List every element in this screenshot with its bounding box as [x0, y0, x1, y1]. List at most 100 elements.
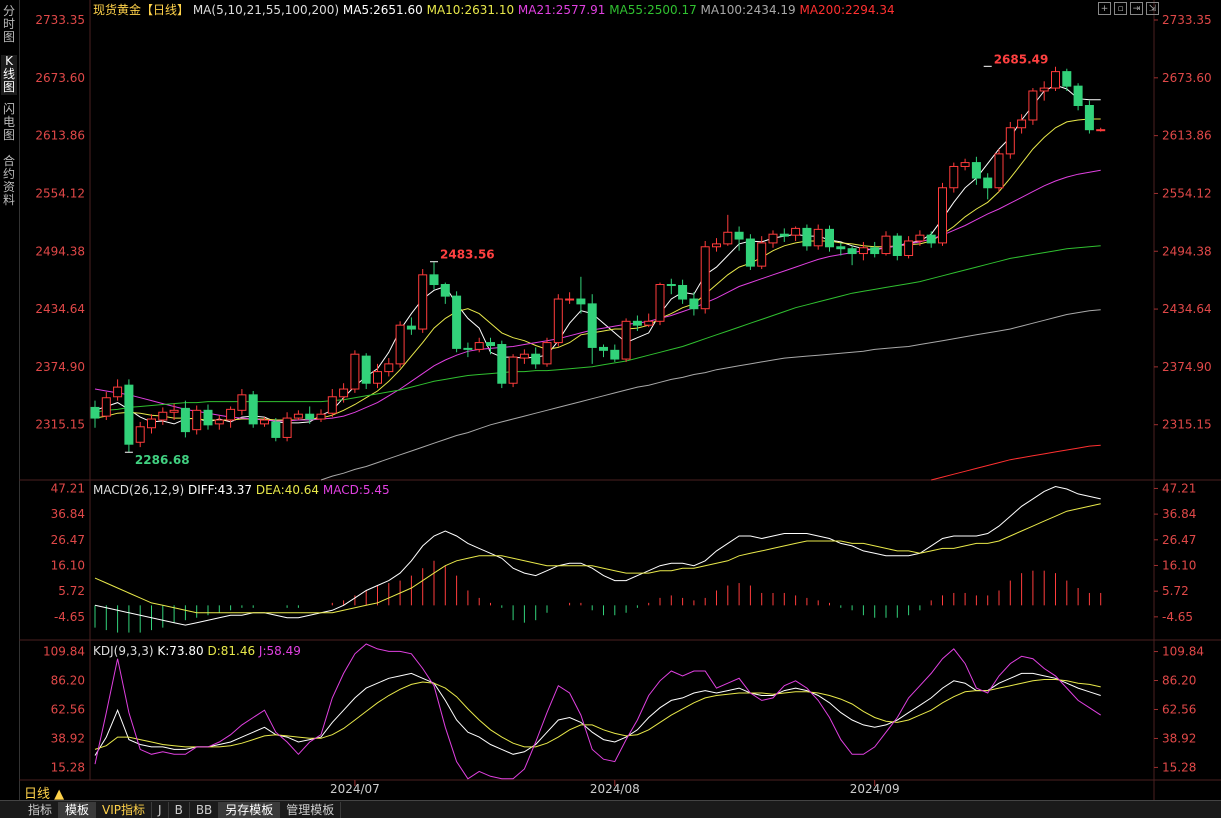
- candle-body: [847, 248, 857, 255]
- chart-area[interactable]: 2685.49 2483.56 2286.68 2733.35 2733.35 2673…: [19, 0, 1221, 800]
- macd-line-dea: [94, 503, 1101, 614]
- candle-body: [497, 344, 507, 384]
- y-tick-label-left: 38.92: [51, 731, 85, 745]
- candle-body: [938, 187, 947, 244]
- candle-body: [949, 165, 959, 189]
- y-tick-label-left: 36.84: [51, 507, 85, 521]
- y-tick-label-left: -4.65: [54, 610, 85, 624]
- candle-body: [892, 235, 902, 256]
- candle-body: [779, 233, 789, 237]
- tab-flash[interactable]: 闪电图: [2, 102, 15, 142]
- y-tick-label-right: 47.21: [1162, 481, 1196, 495]
- candle-body: [531, 353, 541, 365]
- candle-body: [203, 409, 213, 426]
- b-tab[interactable]: B: [169, 801, 190, 818]
- candle-body: [791, 227, 801, 236]
- crosshair-icon[interactable]: +: [1098, 2, 1111, 15]
- candle-body: [1005, 127, 1015, 155]
- candle-body: [576, 298, 586, 305]
- candle-body: [135, 426, 145, 443]
- candle-body: [192, 409, 202, 431]
- header-value: DIFF:43.37: [188, 483, 256, 497]
- y-tick-label-left: 86.20: [51, 674, 85, 688]
- candle-body: [316, 413, 326, 420]
- fit-icon[interactable]: ▫: [1114, 2, 1127, 15]
- y-tick-label-right: 2315.15: [1162, 418, 1212, 432]
- main-header: 现货黄金【日线】 MA(5,10,21,55,100,200) MA5:2651…: [93, 2, 895, 17]
- kdj-line-k: [94, 672, 1101, 756]
- candle-body: [486, 342, 495, 346]
- ma-line-ma55: [94, 245, 1101, 413]
- candle-body: [124, 384, 134, 445]
- template-tab[interactable]: 模板: [59, 801, 97, 818]
- ma-line-ma5: [94, 84, 1101, 425]
- header-value: MA100:2434.19: [701, 3, 800, 17]
- candle-body: [147, 418, 156, 429]
- header-value: K:73.80: [157, 644, 207, 658]
- candle-body: [237, 394, 247, 411]
- candle-body: [406, 325, 416, 330]
- candle-body: [327, 396, 337, 414]
- x-tick-label: 2024/09: [850, 782, 900, 796]
- candle-body: [519, 353, 529, 359]
- tab-timeshare[interactable]: 分时图: [2, 4, 15, 44]
- candle-body: [1051, 71, 1060, 89]
- y-tick-label-left: 2673.60: [35, 71, 85, 85]
- manage-template-tab[interactable]: 管理模板: [280, 801, 342, 818]
- header-value: MA200:2294.34: [799, 3, 894, 17]
- macd-line-diff: [94, 485, 1101, 626]
- y-tick-label-right: 5.72: [1162, 584, 1189, 598]
- candle-body: [169, 409, 179, 413]
- candle-body: [305, 413, 315, 420]
- candle-body: [644, 320, 654, 326]
- header-value: MA21:2577.91: [518, 3, 609, 17]
- y-tick-label-right: 2733.35: [1162, 13, 1212, 27]
- candle-body: [960, 162, 970, 167]
- candle-body: [632, 320, 642, 326]
- y-tick-label-right: 2613.86: [1162, 129, 1212, 143]
- candle-body: [395, 324, 405, 365]
- candle-body: [361, 355, 371, 384]
- extreme-label: 2286.68: [135, 453, 190, 467]
- ma-line-ma10: [94, 118, 1101, 421]
- candle-body: [214, 419, 224, 425]
- candle-body: [734, 231, 744, 240]
- y-tick-label-left: 5.72: [58, 584, 85, 598]
- candle-body: [587, 303, 597, 348]
- candle-body: [101, 397, 111, 417]
- vip-indicator-tab[interactable]: VIP指标: [96, 801, 153, 818]
- expand-icon[interactable]: ⇲: [1146, 2, 1159, 15]
- j-tab[interactable]: J: [152, 801, 169, 818]
- candle-body: [621, 320, 631, 360]
- y-tick-label-right: 62.56: [1162, 702, 1196, 716]
- candle-body: [881, 235, 891, 255]
- candle-body: [339, 388, 349, 398]
- side-nav: 分时图 K线图 闪电图 合约资料: [0, 0, 20, 800]
- y-tick-label-left: 2315.15: [35, 418, 85, 432]
- header-value: J:58.49: [258, 644, 301, 658]
- candle-body: [599, 346, 608, 351]
- candle-body: [700, 246, 710, 310]
- y-tick-label-left: 47.21: [51, 481, 85, 495]
- bottom-toolbar: 指标 模板 VIP指标 J B BB 另存模板 管理模板: [0, 800, 1221, 818]
- candle-body: [1096, 129, 1106, 132]
- tab-kline[interactable]: K线图: [1, 54, 17, 95]
- header-value: MA55:2500.17: [609, 3, 700, 17]
- candle-body: [1073, 85, 1083, 106]
- candle-body: [983, 177, 993, 189]
- export-icon[interactable]: ⇥: [1130, 2, 1143, 15]
- header-title: KDJ(9,3,3): [93, 644, 157, 658]
- header-value: MA10:2631.10: [427, 3, 518, 17]
- y-tick-label-left: 26.47: [51, 533, 85, 547]
- save-template-tab[interactable]: 另存模板: [219, 801, 281, 818]
- bb-tab[interactable]: BB: [190, 801, 220, 818]
- candle-body: [565, 298, 575, 301]
- y-tick-label-left: 2494.38: [35, 244, 85, 258]
- period-selector[interactable]: 日线 ▲: [24, 787, 65, 802]
- candle-body: [260, 419, 269, 425]
- indicator-tab[interactable]: 指标: [22, 801, 60, 818]
- tab-contract-info[interactable]: 合约资料: [2, 154, 15, 207]
- candle-body: [971, 162, 981, 179]
- candle-body: [712, 243, 721, 248]
- candle-body: [180, 407, 190, 433]
